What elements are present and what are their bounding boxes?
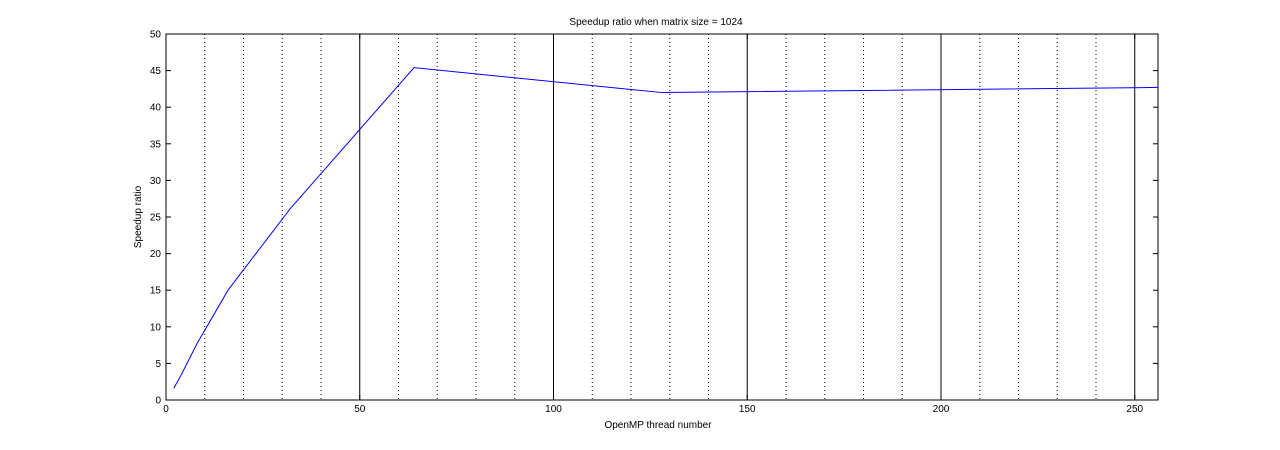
axis-ticks: 0 50 100 150 200 250 0 5 10 15 20 25 30 35 40 45 50 xyxy=(150,30,1158,415)
x-tick-label: 0 xyxy=(163,404,169,415)
y-tick-label: 35 xyxy=(150,139,162,150)
x-tick-label: 250 xyxy=(1126,404,1143,415)
x-axis-title: OpenMP thread number xyxy=(604,420,712,431)
y-tick-label: 15 xyxy=(150,286,162,297)
y-tick-label: 10 xyxy=(150,322,162,333)
x-tick-label: 50 xyxy=(354,404,366,415)
speedup-series-line xyxy=(173,67,1159,389)
x-tick-label: 100 xyxy=(545,404,562,415)
y-tick-label: 45 xyxy=(150,66,162,77)
y-tick-label: 0 xyxy=(155,396,161,407)
y-axis-title: Speedup ratio xyxy=(133,185,144,248)
y-tick-label: 40 xyxy=(150,103,162,114)
x-tick-label: 200 xyxy=(933,404,950,415)
y-tick-label: 25 xyxy=(150,213,162,224)
y-tick-label: 20 xyxy=(150,249,162,260)
series-layer xyxy=(173,67,1159,389)
y-tick-label: 5 xyxy=(155,359,161,370)
x-tick-label: 150 xyxy=(739,404,756,415)
chart-title: Speedup ratio when matrix size = 1024 xyxy=(569,17,743,28)
grid-lines xyxy=(204,34,1136,400)
y-tick-label: 50 xyxy=(150,30,162,41)
y-tick-label: 30 xyxy=(150,176,162,187)
